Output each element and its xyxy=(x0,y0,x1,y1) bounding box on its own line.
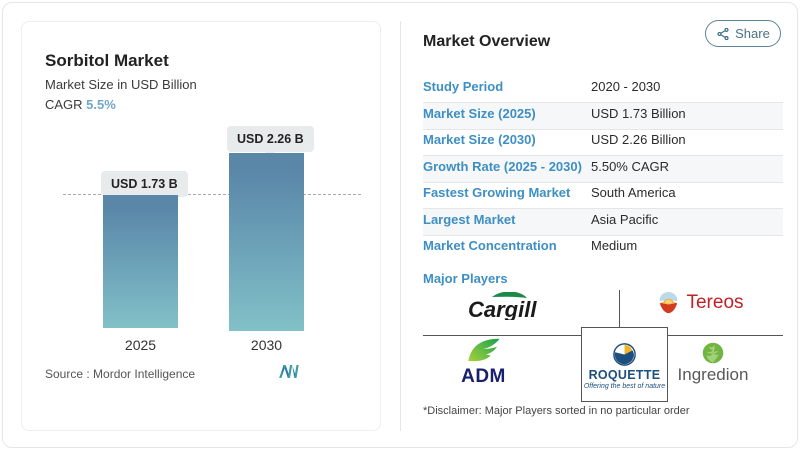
svg-text:Cargill: Cargill xyxy=(468,297,537,320)
